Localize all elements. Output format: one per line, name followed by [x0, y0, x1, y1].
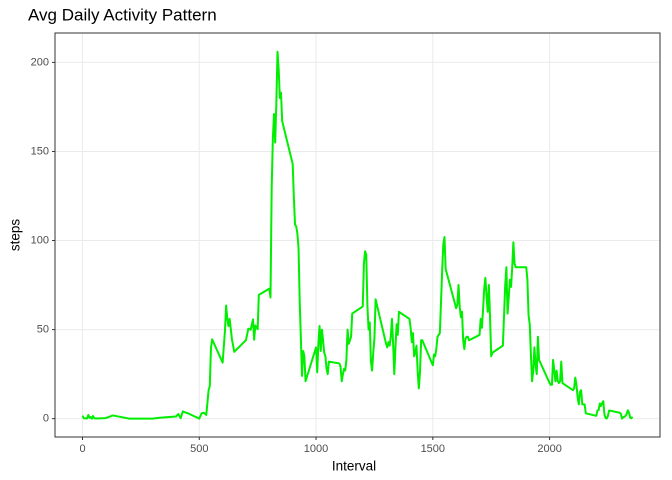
panel-border — [54, 32, 661, 438]
y-tick-label: 0 — [43, 413, 49, 425]
y-tick-label: 200 — [31, 56, 49, 68]
x-tick-label: 1500 — [421, 443, 445, 455]
y-tick-label: 100 — [31, 234, 49, 246]
x-axis-label: Interval — [332, 459, 376, 474]
x-tick-label: 0 — [79, 443, 85, 455]
y-tick-label: 50 — [37, 323, 49, 335]
x-tick-label: 1000 — [304, 443, 328, 455]
x-tick-label: 500 — [190, 443, 208, 455]
chart-title: Avg Daily Activity Pattern — [28, 5, 217, 24]
x-tick-label: 2000 — [537, 443, 561, 455]
y-tick-label: 150 — [31, 145, 49, 157]
line — [81, 50, 634, 420]
y-axis-label: steps — [8, 219, 23, 252]
